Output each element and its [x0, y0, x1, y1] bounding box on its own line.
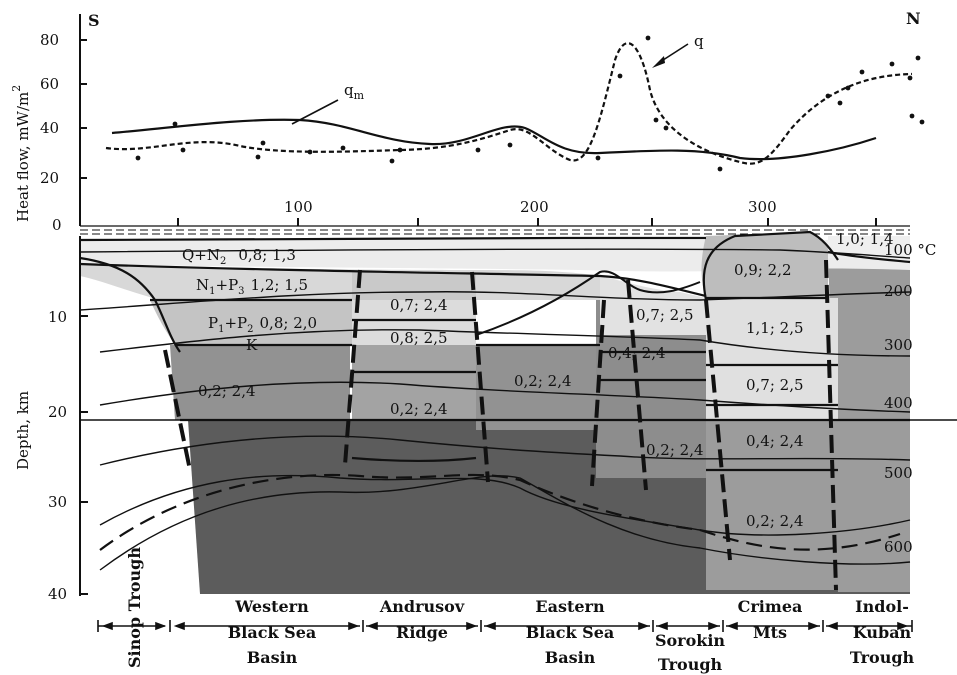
region-western-black-sea-basin: Western Black Sea Basin	[228, 597, 316, 667]
svg-text:Basin: Basin	[545, 648, 596, 667]
layer-n1-p3	[80, 264, 600, 300]
layer-label-crimea-5: 0,2; 2,4	[746, 512, 804, 530]
depth-axis-label: Depth, km	[14, 391, 32, 470]
distance-tick-300: 300	[748, 198, 777, 216]
hf-tick-80: 80	[40, 31, 59, 49]
layer-label-sorokin-1: 0,7; 2,5	[636, 306, 694, 324]
layer-label-sorokin-3: 0,2; 2,4	[646, 441, 704, 459]
distance-tick-200: 200	[520, 198, 549, 216]
isotherm-500: 500	[884, 464, 913, 482]
heat-flow-measurements	[135, 35, 925, 172]
layer-label-eastern: 0,2; 2,4	[514, 372, 572, 390]
distance-tick-100: 100	[284, 198, 313, 216]
hf-tick-40: 40	[40, 119, 59, 137]
svg-text:Crimea: Crimea	[738, 597, 803, 616]
layer-label-crimea-1: 0,9; 2,2	[734, 261, 792, 279]
region-sinop-trough: Sinop Trough	[125, 547, 144, 668]
isotherms	[79, 248, 911, 571]
hf-tick-0: 0	[52, 216, 62, 234]
svg-text:Mts: Mts	[753, 623, 787, 642]
isotherm-100: 100 °C	[884, 241, 936, 259]
region-indol-kuban-trough: Indol- Kuban Trough	[850, 597, 915, 667]
hf-tick-60: 60	[40, 75, 59, 93]
isotherm-600: 600	[884, 538, 913, 556]
svg-text:Eastern: Eastern	[535, 597, 605, 616]
layer-label-q-n2: Q+N2 0,8; 1,3	[182, 246, 296, 267]
svg-text:Sorokin: Sorokin	[655, 631, 725, 650]
sea-water-layer	[80, 226, 910, 236]
layer-label-andrusov-3: 0,2; 2,4	[390, 400, 448, 418]
depth-tick-40: 40	[48, 585, 67, 603]
svg-text:Indol-: Indol-	[855, 597, 909, 616]
svg-text:Black Sea: Black Sea	[526, 623, 614, 642]
region-labels: Sinop Trough Weste	[97, 547, 915, 674]
svg-text:Andrusov: Andrusov	[379, 597, 465, 616]
heat-flow-axis-label: Heat flow, mW/m2	[10, 85, 32, 222]
layer-label-crimea-2: 1,1; 2,5	[746, 319, 804, 337]
svg-text:Trough: Trough	[850, 648, 915, 667]
depth-tick-10: 10	[48, 308, 67, 326]
heat-flow-panel: 80 60 40 20 0 Heat flow, mW/m2 S N 100 2…	[10, 9, 925, 234]
layer-label-andrusov-2: 0,8; 2,5	[390, 329, 448, 347]
region-eastern-black-sea-basin: Eastern Black Sea Basin	[526, 597, 614, 667]
svg-text:Kuban: Kuban	[853, 623, 912, 642]
cross-section-panel: 10 20 30 40 Depth, km 100 °C 200 300 400…	[14, 225, 957, 603]
qm-label: qm	[344, 81, 365, 102]
svg-text:Black Sea: Black Sea	[228, 623, 316, 642]
layer-label-andrusov-1: 0,7; 2,4	[390, 296, 448, 314]
q-label: q	[694, 32, 704, 50]
layer-label-n1-p3: N1+P3 1,2; 1,5	[196, 276, 308, 297]
layer-label-p1-p2: P1+P2 0,8; 2,0	[208, 314, 317, 335]
depth-tick-20: 20	[48, 403, 67, 421]
direction-south: S	[88, 11, 100, 30]
layer-label-crimea-top: 1,0; 1,4	[836, 230, 894, 248]
depth-tick-30: 30	[48, 493, 67, 511]
q-curve	[105, 42, 913, 165]
direction-north: N	[906, 9, 921, 28]
region-sorokin-trough: Sorokin Trough	[655, 631, 725, 674]
layer-label-crimea-3: 0,7; 2,5	[746, 376, 804, 394]
qm-curve	[111, 118, 877, 161]
svg-text:Western: Western	[234, 597, 309, 616]
isotherm-400: 400	[884, 394, 913, 412]
isotherm-200: 200	[884, 282, 913, 300]
svg-text:Basin: Basin	[247, 648, 298, 667]
svg-text:Ridge: Ridge	[396, 623, 448, 642]
isotherm-300: 300	[884, 336, 913, 354]
layer-label-k: K	[246, 336, 258, 354]
layer-p1-p2	[150, 300, 352, 345]
svg-text:Trough: Trough	[658, 655, 723, 674]
layer-label-sorokin-2: 0,4; 2,4	[608, 344, 666, 362]
hf-tick-20: 20	[40, 169, 59, 187]
layer-label-western-lower: 0,2; 2,4	[198, 382, 256, 400]
layer-label-crimea-4: 0,4; 2,4	[746, 432, 804, 450]
region-andrusov-ridge: Andrusov Ridge	[379, 597, 465, 642]
region-crimea-mts: Crimea Mts	[738, 597, 803, 642]
